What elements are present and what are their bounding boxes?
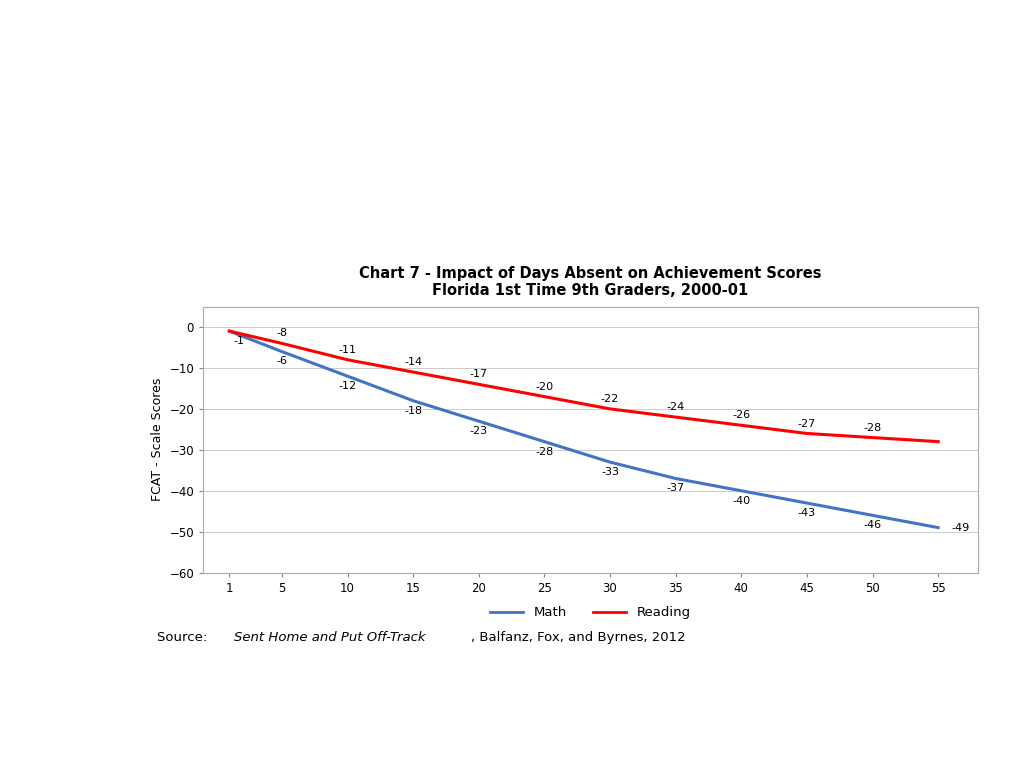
Math (341, 372, 353, 381)
Math (735, 486, 748, 495)
Reading (801, 429, 813, 438)
Reading (932, 437, 944, 446)
Line: Math: Math (229, 331, 938, 528)
Math (670, 474, 682, 483)
Text: Sent Home and Put Off-Track: Sent Home and Put Off-Track (234, 631, 426, 644)
Text: -33: -33 (601, 467, 620, 477)
Text: -22: -22 (601, 394, 620, 404)
Math (407, 396, 419, 406)
Title: Chart 7 - Impact of Days Absent on Achievement Scores
Florida 1st Time 9th Grade: Chart 7 - Impact of Days Absent on Achie… (359, 266, 821, 299)
Text: Source:: Source: (158, 631, 216, 644)
Text: -17: -17 (470, 369, 487, 379)
Reading (604, 404, 616, 413)
Text: -26: -26 (732, 410, 751, 420)
Reading (275, 339, 288, 348)
Math (932, 523, 944, 532)
Text: -28: -28 (863, 422, 882, 432)
Math (473, 416, 485, 425)
Math (801, 498, 813, 508)
Text: -20: -20 (536, 382, 553, 392)
Text: -1: -1 (233, 336, 245, 346)
Reading (407, 367, 419, 376)
Text: , Balfanz, Fox, and Byrnes, 2012: , Balfanz, Fox, and Byrnes, 2012 (471, 631, 686, 644)
Reading (473, 379, 485, 389)
Math (604, 458, 616, 467)
Reading (341, 355, 353, 364)
Text: -27: -27 (798, 419, 816, 429)
Reading (223, 326, 236, 336)
Text: -6: -6 (276, 356, 288, 366)
Text: -46: -46 (863, 520, 882, 530)
Text: -11: -11 (339, 345, 356, 355)
Text: -49: -49 (951, 523, 970, 533)
Text: -8: -8 (276, 329, 288, 339)
Text: -14: -14 (404, 357, 422, 367)
Math (275, 347, 288, 356)
Text: -23: -23 (470, 426, 487, 436)
Line: Reading: Reading (229, 331, 938, 442)
Text: -43: -43 (798, 508, 816, 518)
Reading (735, 421, 748, 430)
Text: -24: -24 (667, 402, 685, 412)
Text: -37: -37 (667, 483, 685, 493)
Text: -18: -18 (404, 406, 422, 415)
Reading (866, 433, 879, 442)
Text: -40: -40 (732, 495, 751, 505)
Math (539, 437, 551, 446)
Math (223, 326, 236, 336)
Text: Impact of Attendance on Standardized
Test Scores: Impact of Attendance on Standardized Tes… (4, 51, 1020, 164)
Legend: Math, Reading: Math, Reading (484, 601, 696, 624)
Text: -12: -12 (339, 381, 356, 391)
Math (866, 511, 879, 520)
Reading (539, 392, 551, 401)
Text: -28: -28 (536, 446, 554, 456)
Reading (670, 412, 682, 422)
Y-axis label: FCAT - Scale Scores: FCAT - Scale Scores (151, 378, 164, 502)
